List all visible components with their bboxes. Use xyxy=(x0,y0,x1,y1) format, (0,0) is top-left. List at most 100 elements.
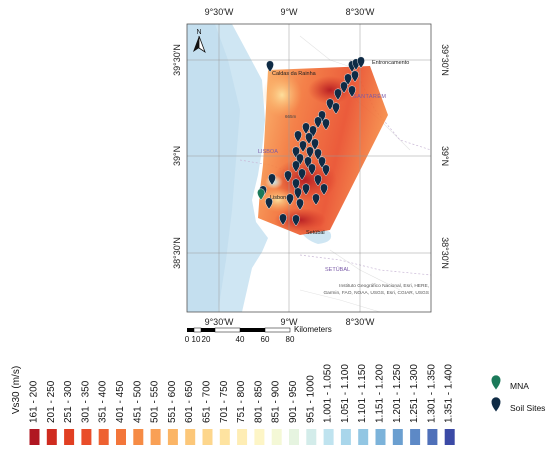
map-pin-icon xyxy=(265,197,273,210)
elevation-label: 665m xyxy=(285,114,297,119)
legend: Vs30 (m/s) 161 - 200 201 - 250 251 - 300 30… xyxy=(11,364,545,445)
legend-class-label: 301 - 350 xyxy=(80,380,91,423)
legend-class-label: 1.351 - 1.400 xyxy=(444,364,455,423)
map-pin-icon xyxy=(294,187,302,200)
legend-class-swatch xyxy=(167,429,178,445)
map-pin-icon xyxy=(305,132,313,145)
legend-class-swatch xyxy=(410,429,421,445)
legend-class-label: 201 - 250 xyxy=(46,380,57,423)
bottom-label-3: 8°30'W xyxy=(346,317,375,327)
left-label-2: 39°N xyxy=(172,146,182,166)
legend-class-label: 851 - 900 xyxy=(271,380,282,423)
map-pin-icon xyxy=(292,160,300,173)
map-pin-icon xyxy=(299,140,307,153)
map-pin-icon xyxy=(490,374,502,391)
legend-class-label: 351 - 400 xyxy=(98,380,109,423)
attribution-line-1: Instituto Geográfico Nacional, Esri, HER… xyxy=(339,283,429,289)
place-setubal-region: SETÚBAL xyxy=(325,266,350,273)
legend-class-swatch xyxy=(237,429,248,445)
legend-class-label: 701 - 750 xyxy=(219,380,230,423)
legend-class-label: 1.051 - 1.100 xyxy=(340,364,351,423)
legend-class-label: 651 - 700 xyxy=(202,380,213,423)
map-pin-icon xyxy=(292,178,300,191)
legend-class-swatch xyxy=(340,429,351,445)
legend-class-swatch xyxy=(375,429,386,445)
place-entroncamento: Entroncamento xyxy=(372,60,409,66)
legend-class-swatch xyxy=(185,429,196,445)
legend-class-swatch xyxy=(392,429,403,445)
place-setubal-city: Setúbal xyxy=(306,230,325,236)
map-pin-icon xyxy=(311,138,319,151)
legend-class-swatch xyxy=(202,429,213,445)
map-pin-icon xyxy=(322,164,330,177)
map-pin-icon xyxy=(268,173,276,186)
place-caldas: Caldas da Rainha xyxy=(272,71,317,77)
map-pin-icon xyxy=(314,116,322,129)
map-pin-icon xyxy=(302,183,310,196)
legend-class-label: 901 - 950 xyxy=(288,380,299,423)
bottom-label-2: 9°W xyxy=(280,317,298,327)
legend-class-label: 601 - 650 xyxy=(184,380,195,423)
legend-class-label: 751 - 800 xyxy=(236,380,247,423)
legend-class-label: 1.101 - 1.150 xyxy=(357,364,368,423)
map-pin-icon xyxy=(294,130,302,143)
axis-labels: 9°30'W 9°W 8°30'W 9°30'W 9°W 8°30'W 39°3… xyxy=(172,7,450,327)
place-lisbon: Lisbon xyxy=(270,195,286,201)
map-pin-icon xyxy=(286,193,294,206)
scale-unit: Kilometers xyxy=(294,325,332,334)
legend-class-swatch xyxy=(323,429,334,445)
legend-class-label: 1.251 - 1.300 xyxy=(409,364,420,423)
left-label-3: 38°30'N xyxy=(172,237,182,269)
map-pin-icon xyxy=(306,146,314,159)
marker-legend-label: MNA xyxy=(510,381,529,391)
bottom-label-1: 9°30'W xyxy=(205,317,234,327)
map-pin-icon xyxy=(296,198,304,211)
right-label-1: 39°30'N xyxy=(440,44,450,76)
legend-class-swatch xyxy=(46,429,57,445)
map-pin-icon xyxy=(320,183,328,196)
legend-class-label: 501 - 550 xyxy=(150,380,161,423)
legend-class-label: 251 - 300 xyxy=(63,380,74,423)
legend-class-label: 401 - 450 xyxy=(115,380,126,423)
legend-class-swatch xyxy=(271,429,282,445)
graticule xyxy=(187,24,431,312)
map-pin-icon xyxy=(351,70,359,83)
right-label-2: 39°N xyxy=(440,146,450,166)
legend-class-label: 1.001 - 1.050 xyxy=(323,364,334,423)
map-pin-icon xyxy=(279,213,287,226)
marker-legend-label: Soil Sites xyxy=(510,403,545,413)
top-label-3: 8°30'W xyxy=(346,7,375,17)
map-pin-icon xyxy=(332,102,340,115)
map-pin-icon xyxy=(257,188,265,201)
north-arrow-icon: N xyxy=(193,29,206,54)
legend-class-swatch xyxy=(254,429,265,445)
legend-class-swatch xyxy=(29,429,40,445)
top-label-2: 9°W xyxy=(280,7,298,17)
scale-tick-20: 20 xyxy=(202,335,211,344)
map-pin-icon xyxy=(284,170,292,183)
legend-class-swatch xyxy=(358,429,369,445)
map-pin-icon xyxy=(312,193,320,206)
scale-tick-0: 0 xyxy=(185,335,190,344)
legend-class-swatch xyxy=(427,429,438,445)
map-pin-icon xyxy=(348,85,356,98)
scale-tick-10: 10 xyxy=(192,335,201,344)
scale-bar: 0 10 20 40 60 80 Kilometers xyxy=(185,325,332,344)
left-label-1: 39°30'N xyxy=(172,44,182,76)
legend-class-swatch xyxy=(133,429,144,445)
map-pin-icon xyxy=(357,56,365,69)
legend-class-swatch xyxy=(150,429,161,445)
legend-class-label: 801 - 850 xyxy=(253,380,264,423)
legend-class-label: 1.201 - 1.250 xyxy=(392,364,403,423)
map-pin-icon xyxy=(302,122,310,135)
legend-class-label: 451 - 500 xyxy=(132,380,143,423)
map-pin-icon xyxy=(298,168,306,181)
legend-class-label: 161 - 200 xyxy=(29,380,40,423)
map-pin-icon xyxy=(308,163,316,176)
scale-tick-60: 60 xyxy=(261,335,270,344)
map-panel[interactable]: Caldas da Rainha Entroncamento SANTARÉM … xyxy=(187,24,431,312)
north-label: N xyxy=(196,29,201,36)
legend-class-swatch xyxy=(219,429,230,445)
scale-tick-40: 40 xyxy=(236,335,245,344)
